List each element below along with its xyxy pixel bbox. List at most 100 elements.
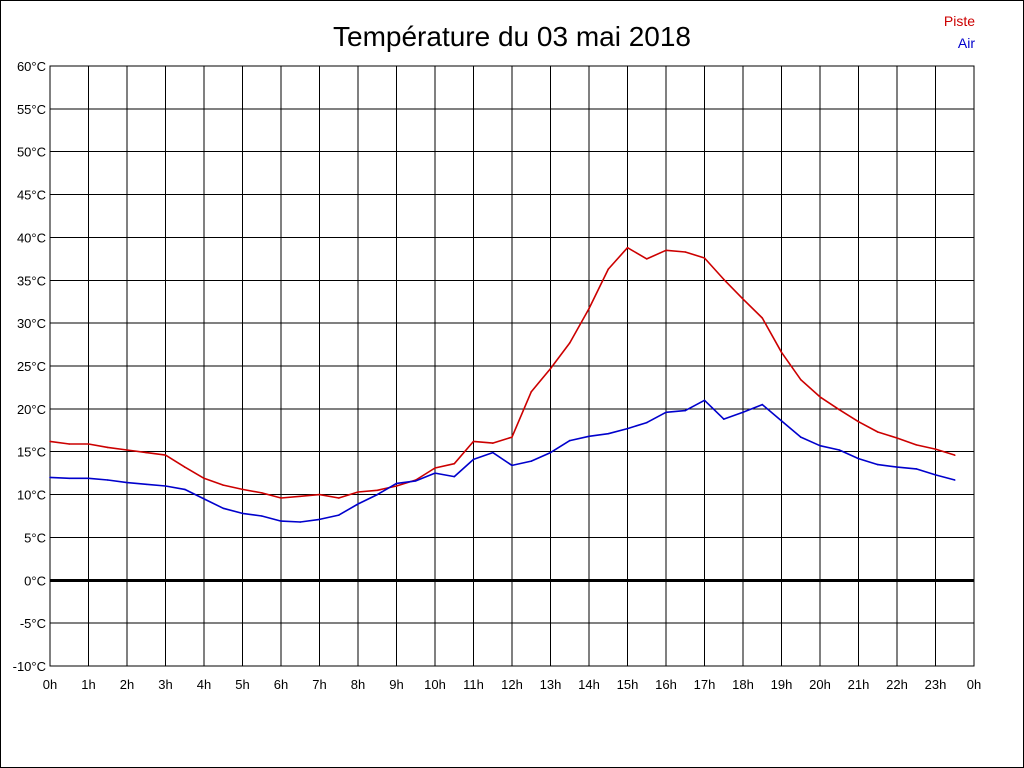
y-tick-label: 20°C xyxy=(17,402,46,417)
data-point-air xyxy=(819,444,821,447)
x-tick-label: 11h xyxy=(463,677,484,692)
x-tick-label: 20h xyxy=(809,677,831,692)
data-point-piste xyxy=(434,467,436,469)
x-tick-label: 19h xyxy=(771,677,793,692)
data-point-piste xyxy=(703,257,706,259)
data-point-piste xyxy=(68,443,71,445)
data-point-piste xyxy=(645,258,648,260)
data-point-piste xyxy=(183,466,186,468)
data-point-piste xyxy=(357,491,359,493)
data-point-air xyxy=(414,480,417,482)
x-tick-label: 10h xyxy=(424,677,446,692)
data-point-piste xyxy=(665,249,667,252)
data-point-air xyxy=(376,493,379,496)
data-point-air xyxy=(626,427,629,430)
x-tick-label: 14h xyxy=(578,677,600,692)
data-point-piste xyxy=(857,420,860,423)
x-tick-label: 4h xyxy=(197,677,211,692)
data-point-piste xyxy=(934,448,937,450)
x-tick-label: 0h xyxy=(43,677,57,692)
chart-title: Température du 03 mai 2018 xyxy=(333,21,691,52)
data-point-piste xyxy=(780,351,783,354)
data-point-air xyxy=(838,449,841,451)
data-point-air xyxy=(530,460,533,462)
data-point-air xyxy=(896,466,898,468)
data-point-air xyxy=(395,482,398,485)
data-point-piste xyxy=(337,497,340,499)
data-point-piste xyxy=(838,408,841,411)
data-point-air xyxy=(126,481,128,484)
y-tick-label: 0°C xyxy=(24,573,46,588)
data-point-piste xyxy=(761,317,764,319)
data-point-air xyxy=(934,474,937,476)
data-point-air xyxy=(549,451,552,454)
data-point-air xyxy=(665,411,667,414)
x-tick-label: 13h xyxy=(540,677,562,692)
x-tick-label: 0h xyxy=(967,677,981,692)
data-point-piste xyxy=(607,268,610,270)
y-tick-label: 50°C xyxy=(17,145,46,160)
data-point-piste xyxy=(318,493,321,496)
data-point-piste xyxy=(953,454,956,456)
x-tick-label: 23h xyxy=(925,677,947,692)
data-point-piste xyxy=(568,342,571,344)
data-point-piste xyxy=(280,497,282,499)
data-point-piste xyxy=(876,431,879,433)
data-point-air xyxy=(337,514,340,516)
x-tick-label: 21h xyxy=(848,677,870,692)
data-point-air xyxy=(703,399,706,402)
data-point-air xyxy=(106,479,109,481)
series-line-air xyxy=(49,399,956,523)
data-point-piste xyxy=(530,390,533,393)
data-point-piste xyxy=(299,495,302,498)
data-point-piste xyxy=(453,462,456,465)
y-tick-label: 55°C xyxy=(17,102,46,117)
data-point-piste xyxy=(164,454,167,456)
data-point-air xyxy=(780,420,783,422)
x-tick-label: 5h xyxy=(235,677,249,692)
data-point-piste xyxy=(742,298,744,300)
data-point-air xyxy=(203,498,205,500)
axes: 60°C 55°C 50°C 45°C 40°C 35°C 30°C 25°C 20°C 15°C… xyxy=(13,59,982,692)
data-point-air xyxy=(318,518,321,521)
data-point-piste xyxy=(684,251,687,253)
data-point-air xyxy=(280,520,282,522)
x-tick-label: 3h xyxy=(158,677,172,692)
data-point-piste xyxy=(491,442,494,444)
data-point-piste xyxy=(203,477,205,480)
data-point-air xyxy=(260,515,263,517)
x-tick-label: 15h xyxy=(617,677,639,692)
x-tick-label: 16h xyxy=(655,677,677,692)
x-tick-label: 7h xyxy=(312,677,326,692)
data-point-piste xyxy=(819,396,821,398)
data-point-piste xyxy=(49,440,51,443)
plot-border xyxy=(49,65,975,667)
data-point-air xyxy=(472,458,475,461)
data-point-air xyxy=(222,507,225,510)
data-point-air xyxy=(183,488,186,491)
data-point-piste xyxy=(376,489,379,492)
data-point-air xyxy=(684,409,687,412)
data-point-piste xyxy=(896,437,898,439)
grid xyxy=(49,65,975,667)
data-point-piste xyxy=(626,246,629,249)
data-point-piste xyxy=(241,488,244,491)
data-point-piste xyxy=(145,451,148,454)
data-point-air xyxy=(742,411,744,414)
x-tick-label: 1h xyxy=(81,677,95,692)
data-point-piste xyxy=(722,278,725,281)
data-point-air xyxy=(607,432,610,435)
data-point-piste xyxy=(511,436,513,438)
y-tick-label: 25°C xyxy=(17,359,46,374)
data-point-piste xyxy=(588,307,590,310)
legend-entry-piste: Piste xyxy=(944,13,975,29)
data-point-piste xyxy=(87,443,90,445)
data-point-air xyxy=(511,464,513,467)
series-lines xyxy=(49,246,956,523)
data-point-air xyxy=(953,479,956,481)
data-point-air xyxy=(722,418,725,420)
x-tick-label: 17h xyxy=(694,677,716,692)
data-point-air xyxy=(87,477,90,480)
data-point-piste xyxy=(222,484,225,486)
data-point-air xyxy=(357,503,359,505)
